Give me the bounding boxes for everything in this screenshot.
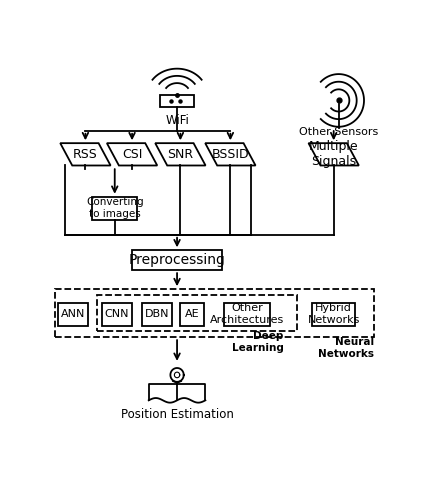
Text: Hybrid
Networks: Hybrid Networks — [307, 304, 360, 325]
Text: Position Estimation: Position Estimation — [120, 408, 233, 421]
Text: CNN: CNN — [105, 309, 129, 319]
Text: WiFi: WiFi — [165, 114, 189, 126]
Text: ANN: ANN — [61, 309, 85, 319]
Text: Deep
Learning: Deep Learning — [232, 332, 284, 353]
Bar — [224, 302, 270, 326]
Bar — [97, 295, 297, 332]
Text: RSS: RSS — [73, 148, 98, 161]
Text: BSSID: BSSID — [212, 148, 249, 161]
Text: CSI: CSI — [122, 148, 142, 161]
Bar — [132, 250, 222, 270]
Bar — [312, 302, 355, 326]
Text: Neural
Networks: Neural Networks — [318, 337, 374, 359]
Text: SNR: SNR — [167, 148, 194, 161]
Bar — [160, 94, 194, 107]
Text: Preprocessing: Preprocessing — [129, 253, 225, 267]
Text: Other
Architectures: Other Architectures — [210, 304, 284, 325]
Bar — [181, 302, 204, 326]
Bar — [58, 302, 88, 326]
Text: DBN: DBN — [145, 309, 169, 319]
Bar — [92, 196, 137, 220]
Bar — [142, 302, 172, 326]
Bar — [55, 289, 374, 337]
Text: Multiple
Signals: Multiple Signals — [309, 140, 359, 168]
Bar — [102, 302, 132, 326]
Text: Converting
to images: Converting to images — [86, 198, 144, 219]
Text: Other Sensors: Other Sensors — [299, 126, 378, 136]
Text: AE: AE — [185, 309, 200, 319]
